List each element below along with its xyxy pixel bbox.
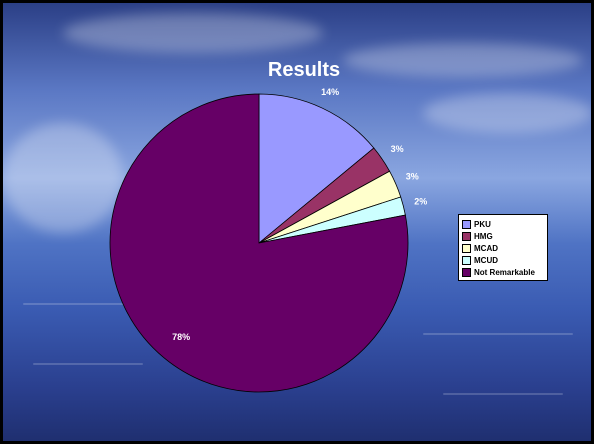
legend-item: MCUD xyxy=(462,254,544,266)
cloud-decoration xyxy=(343,43,583,77)
legend-label: HMG xyxy=(474,231,493,241)
water-ripple xyxy=(23,303,163,305)
pie-slices xyxy=(109,93,409,393)
data-label: 3% xyxy=(391,144,404,154)
legend-swatch xyxy=(462,231,471,241)
legend-item: PKU xyxy=(462,218,544,230)
pie-chart: Results 14% 3% 3% 2% 78% xyxy=(109,59,427,393)
data-label: 2% xyxy=(414,197,427,207)
data-label: 78% xyxy=(172,332,190,342)
cloud-decoration xyxy=(63,13,323,53)
pie-labels: 14% 3% 3% 2% 78% xyxy=(172,87,427,342)
chart-title: Results xyxy=(268,59,340,81)
legend-swatch xyxy=(462,219,471,229)
legend-label: MCUD xyxy=(474,255,498,265)
data-label: 14% xyxy=(321,87,339,97)
legend-swatch xyxy=(462,267,471,277)
legend-label: MCAD xyxy=(474,243,498,253)
legend-swatch xyxy=(462,255,471,265)
water-ripple xyxy=(33,363,143,365)
legend-label: PKU xyxy=(474,219,491,229)
pie-slice-not-remarkable xyxy=(109,93,409,393)
legend-item: HMG xyxy=(462,230,544,242)
pie-slice-pku xyxy=(258,93,375,244)
cloud-decoration xyxy=(423,93,591,133)
legend-swatch xyxy=(462,243,471,253)
chart-legend: PKU HMG MCAD MCUD Not Remarkable xyxy=(458,214,548,281)
legend-label: Not Remarkable xyxy=(474,267,535,277)
water-ripple xyxy=(423,333,573,335)
slide-background: Results 14% 3% 3% 2% 78% PKU HMG MCAD MCUD Not R… xyxy=(3,3,591,441)
cloud-decoration xyxy=(3,123,123,233)
legend-item: Not Remarkable xyxy=(462,266,544,278)
water-ripple xyxy=(443,393,563,395)
legend-item: MCAD xyxy=(462,242,544,254)
data-label: 3% xyxy=(406,172,419,182)
